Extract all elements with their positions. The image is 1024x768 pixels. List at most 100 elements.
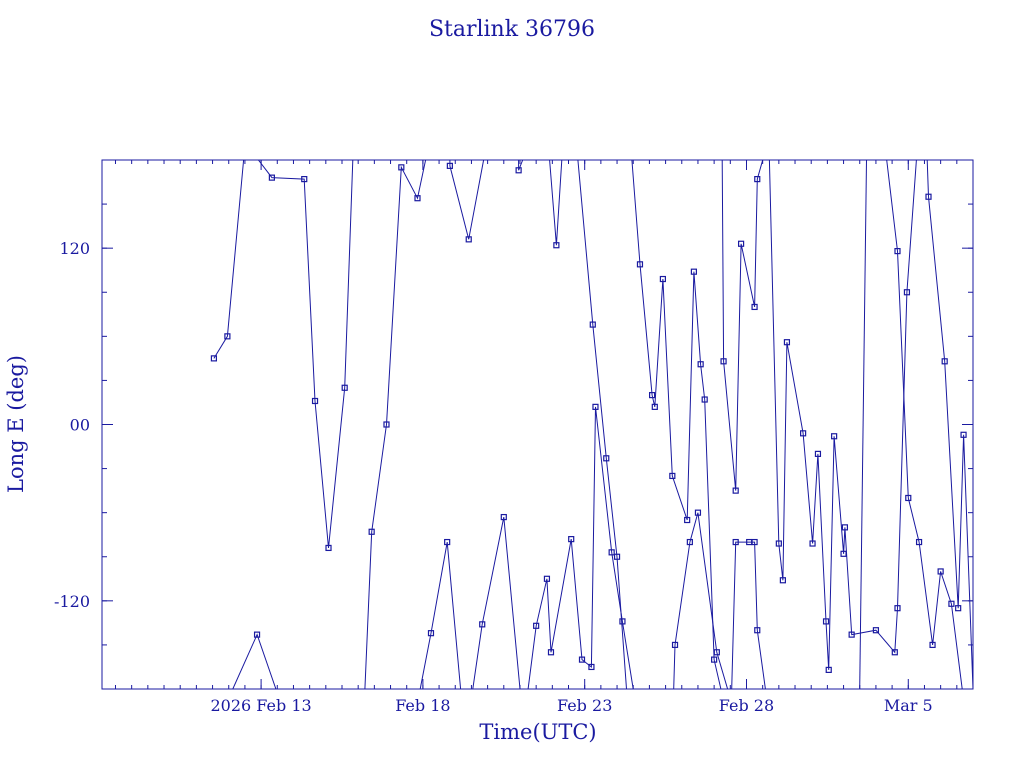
data-point (479, 621, 486, 628)
series-line (232, 633, 277, 689)
data-point (800, 430, 807, 437)
data-point (588, 663, 595, 671)
data-point (268, 174, 275, 181)
data-point (779, 577, 786, 584)
data-point (929, 641, 936, 649)
data-point (210, 355, 218, 362)
plot-frame (101, 159, 974, 690)
data-point (465, 236, 472, 243)
data-point (960, 431, 967, 438)
data-point (915, 538, 923, 546)
series-line (518, 160, 524, 171)
series-line (673, 512, 729, 689)
data-point (325, 544, 332, 552)
data-point (809, 540, 816, 547)
data-point (937, 568, 944, 575)
data-point (891, 649, 898, 656)
data-point (533, 622, 540, 629)
data-point (701, 396, 708, 403)
data-point (515, 167, 522, 174)
data-point (814, 450, 822, 457)
data-point (711, 656, 718, 663)
series-line (859, 160, 867, 689)
data-point (831, 433, 838, 440)
data-point (669, 472, 676, 480)
data-point (697, 361, 704, 368)
series-line (926, 160, 973, 689)
data-point (848, 631, 855, 638)
data-point (224, 333, 231, 340)
x-tick-label: Feb 28 (719, 696, 774, 715)
data-point (925, 193, 932, 200)
series-line (213, 160, 245, 359)
plot-area (210, 160, 973, 689)
y-tick-label: 120 (59, 239, 90, 258)
data-point (414, 195, 421, 202)
data-point (754, 176, 761, 183)
data-point (783, 339, 791, 346)
data-point (905, 494, 912, 502)
data-point (955, 605, 962, 612)
series-line (886, 160, 963, 689)
data-point (671, 641, 679, 649)
data-point (751, 303, 758, 311)
data-point (751, 538, 758, 546)
series-line (721, 160, 764, 491)
data-point (948, 600, 955, 607)
data-point (578, 656, 586, 663)
data-point (840, 550, 847, 557)
data-point (383, 421, 390, 428)
x-axis: 2026 Feb 13 Feb 18 Feb 23 Feb 28 Mar 5 (114, 160, 974, 715)
data-point (684, 516, 691, 524)
data-point (636, 261, 644, 268)
series-line (364, 160, 427, 689)
y-tick-label: -120 (54, 592, 90, 611)
y-axis-label: Long E (deg) (4, 355, 28, 493)
series-line (768, 160, 917, 670)
data-point (841, 524, 849, 531)
series-line (549, 160, 563, 246)
data-point (613, 553, 621, 560)
data-point (311, 397, 319, 405)
series-line (527, 406, 634, 689)
data-point (872, 627, 880, 634)
x-axis-label: Time(UTC) (479, 720, 596, 744)
series-line (631, 160, 722, 689)
data-point (619, 618, 626, 625)
data-point (690, 268, 698, 275)
data-point (568, 536, 575, 543)
data-point (341, 384, 348, 391)
x-tick-label: Feb 18 (395, 696, 450, 715)
series-line (449, 160, 485, 240)
data-point (732, 538, 739, 546)
data-point (500, 513, 507, 521)
data-point (398, 164, 405, 171)
data-point (592, 403, 599, 410)
data-point (543, 575, 551, 582)
data-point (659, 275, 666, 283)
data-point (553, 242, 560, 249)
data-point (754, 627, 761, 634)
series-line (419, 542, 462, 689)
x-tick-label: Feb 23 (557, 696, 612, 715)
data-point (686, 538, 693, 546)
data-point (822, 618, 830, 625)
data-point (649, 392, 656, 399)
data-point (253, 631, 261, 638)
x-tick-label: Mar 5 (884, 696, 933, 715)
y-axis: 120 00 -120 (54, 159, 973, 690)
series-line (472, 517, 521, 689)
data-point (427, 630, 435, 637)
data-point (603, 455, 610, 462)
data-point (894, 605, 901, 612)
data-point (301, 176, 308, 183)
data-point (651, 403, 658, 410)
data-point (589, 321, 596, 328)
x-tick-label: 2026 Feb 13 (211, 696, 312, 715)
data-point (547, 649, 555, 656)
data-point (775, 540, 782, 547)
data-point (713, 649, 720, 656)
data-point (903, 289, 911, 296)
chart-title: Starlink 36796 (429, 17, 595, 42)
